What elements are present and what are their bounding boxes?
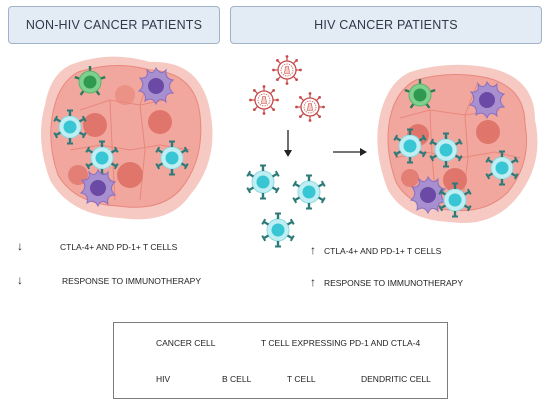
hiv-tumor xyxy=(377,64,538,224)
non-hiv-tcell-note: CTLA-4+ AND PD-1+ T CELLS xyxy=(60,242,178,252)
legend-dendritic-cell-label: DENDRITIC CELL xyxy=(361,374,431,384)
hiv-header-label: HIV CANCER PATIENTS xyxy=(314,18,458,32)
legend-b-cell-label: B CELL xyxy=(222,374,252,384)
legend-box: CANCER CELL T CELL EXPRESSING PD-1 AND C… xyxy=(113,322,448,399)
non-hiv-response-note: RESPONSE TO IMMUNOTHERAPY xyxy=(62,276,202,286)
hiv-viruses xyxy=(248,54,326,123)
legend-hiv-label: HIV xyxy=(156,374,171,384)
hiv-response-note: RESPONSE TO IMMUNOTHERAPY xyxy=(324,278,464,288)
legend-cancer-cell-label: CANCER CELL xyxy=(156,338,216,348)
legend-t-cell-label: T CELL xyxy=(287,374,316,384)
legend-t-cell-pd1-label: T CELL EXPRESSING PD-1 AND CTLA-4 xyxy=(261,338,421,348)
down-arrow xyxy=(284,130,292,157)
increase-arrow-icon: ↑ xyxy=(310,275,316,289)
hiv-header: HIV CANCER PATIENTS xyxy=(230,6,542,44)
increase-arrow-icon: ↑ xyxy=(310,243,316,257)
right-arrow xyxy=(333,148,367,156)
decrease-arrow-icon: ↓ xyxy=(17,239,23,253)
non-hiv-header-label: NON-HIV CANCER PATIENTS xyxy=(25,18,203,32)
decrease-arrow-icon: ↓ xyxy=(17,273,23,287)
non-hiv-tumor xyxy=(41,56,213,220)
exhausted-t-cells xyxy=(246,165,325,248)
hiv-tcell-note: CTLA-4+ AND PD-1+ T CELLS xyxy=(324,246,442,256)
non-hiv-header: NON-HIV CANCER PATIENTS xyxy=(8,6,220,44)
